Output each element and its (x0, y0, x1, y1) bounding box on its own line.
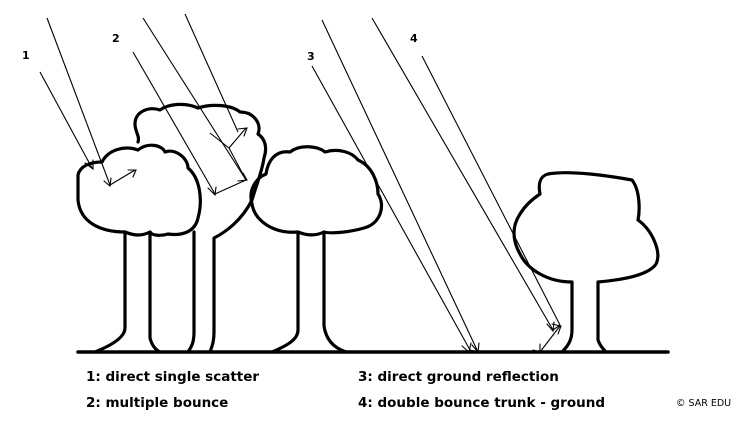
ray-3-head-a (471, 342, 480, 354)
tree-left-trunk-gap (123, 230, 152, 237)
ray-number-2: 2 (112, 32, 120, 45)
ray-3-head-b (461, 342, 472, 354)
ray-1-outgoing (109, 169, 136, 186)
copyright-credit: © SAR EDU (676, 398, 732, 409)
ray-3-reflected (469, 349, 479, 353)
ray-2-head-b (237, 172, 248, 182)
tree-center (249, 145, 384, 354)
legend-item-2: 2: multiple bounce (86, 395, 229, 411)
ray-4-ground-leg (539, 325, 561, 353)
ray-4-head-b (551, 323, 562, 335)
ray-number-1: 1 (22, 49, 30, 62)
ray-4-head-c (532, 343, 541, 353)
legend-item-3: 3: direct ground reflection (358, 369, 559, 385)
ray-2-head-a (207, 186, 217, 197)
ray-4-head-a (546, 321, 555, 333)
ray-3-return (311, 65, 471, 351)
tree-left (76, 143, 202, 354)
ray-2-outgoing (184, 13, 239, 133)
ray-2-incoming (142, 17, 247, 181)
ray-2-side (209, 132, 230, 149)
ray-4-incoming (371, 17, 554, 331)
tree-right (512, 171, 660, 354)
ray-number-3: 3 (307, 50, 315, 63)
ray-1-arrowhead-in (103, 177, 112, 188)
tree-center-trunk-gap (296, 230, 326, 237)
tree-middle (133, 102, 268, 354)
legend-item-4: 4: double bounce trunk - ground (358, 395, 606, 411)
legend-item-1: 1: direct single scatter (86, 369, 260, 385)
ray-1-incoming (46, 17, 111, 186)
ray-number-4: 4 (410, 32, 418, 45)
ray-2-head-c (237, 127, 248, 137)
ray-2-bounce (214, 127, 247, 195)
ray-4-return (421, 55, 561, 326)
ray-1-return (39, 71, 93, 169)
ray-2-return (132, 51, 216, 195)
ray-1-arrowhead-out (127, 169, 137, 178)
ray-1-return-head (84, 159, 94, 171)
ray-3-incoming (321, 19, 479, 353)
